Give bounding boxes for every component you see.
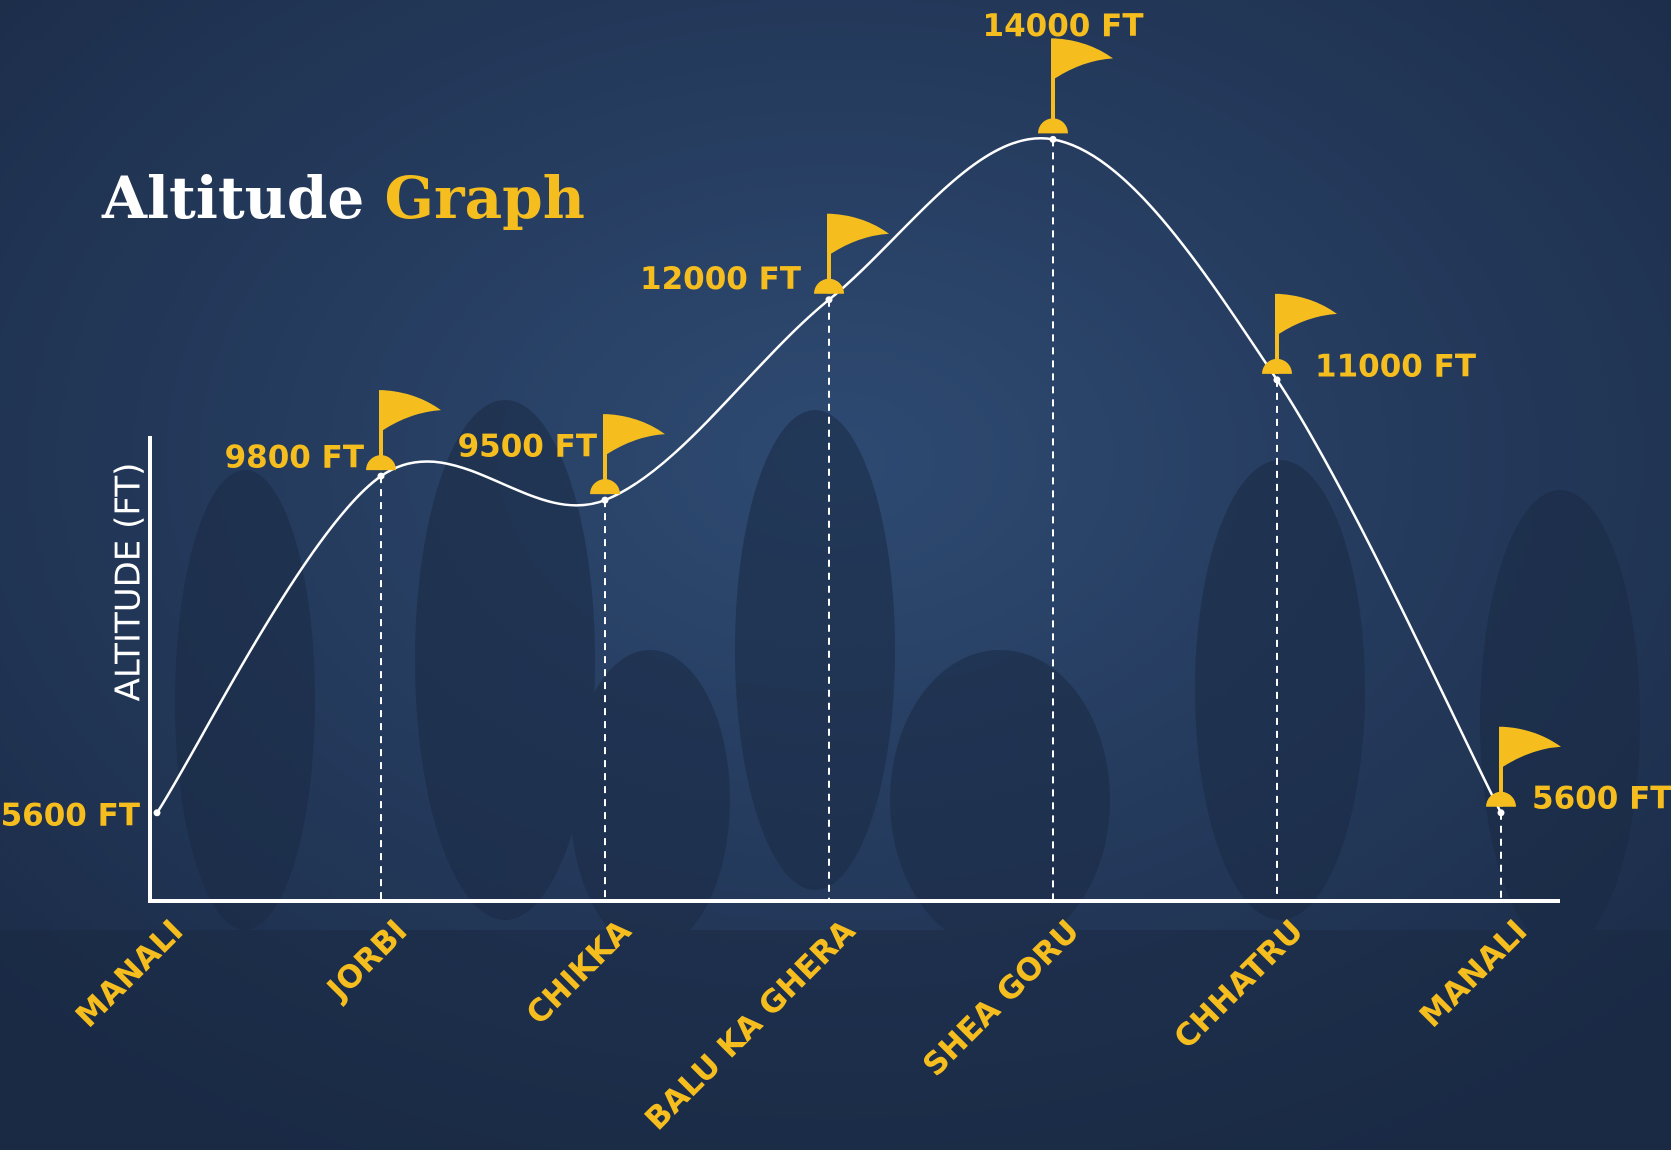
point [1049, 135, 1057, 143]
flag [607, 414, 665, 455]
value-label: 14000 FT [983, 8, 1144, 44]
point [1497, 809, 1505, 817]
title-text: Altitude [101, 164, 364, 232]
value-label: 12000 FT [640, 261, 801, 297]
altitude-line [155, 137, 1503, 814]
value-label: 9500 FT [458, 429, 597, 465]
value-label: 5600 FT [1532, 780, 1671, 816]
flag [1055, 38, 1113, 79]
flag [1279, 293, 1337, 334]
point [825, 296, 833, 304]
point [153, 809, 161, 817]
silhouettes [0, 400, 1671, 1150]
point [601, 496, 609, 504]
value-label: 11000 FT [1315, 348, 1476, 384]
y-axis-label: ALTITUDE (FT) [109, 463, 149, 702]
title-highlight: Graph [384, 164, 584, 232]
point [1273, 376, 1281, 384]
flag [831, 213, 889, 254]
point [377, 472, 385, 480]
flag [383, 390, 441, 431]
value-label: 9800 FT [225, 440, 364, 476]
value-label: 5600 FT [1, 797, 140, 833]
flag [1503, 726, 1561, 767]
chart-title: Altitude Graph [101, 164, 585, 232]
